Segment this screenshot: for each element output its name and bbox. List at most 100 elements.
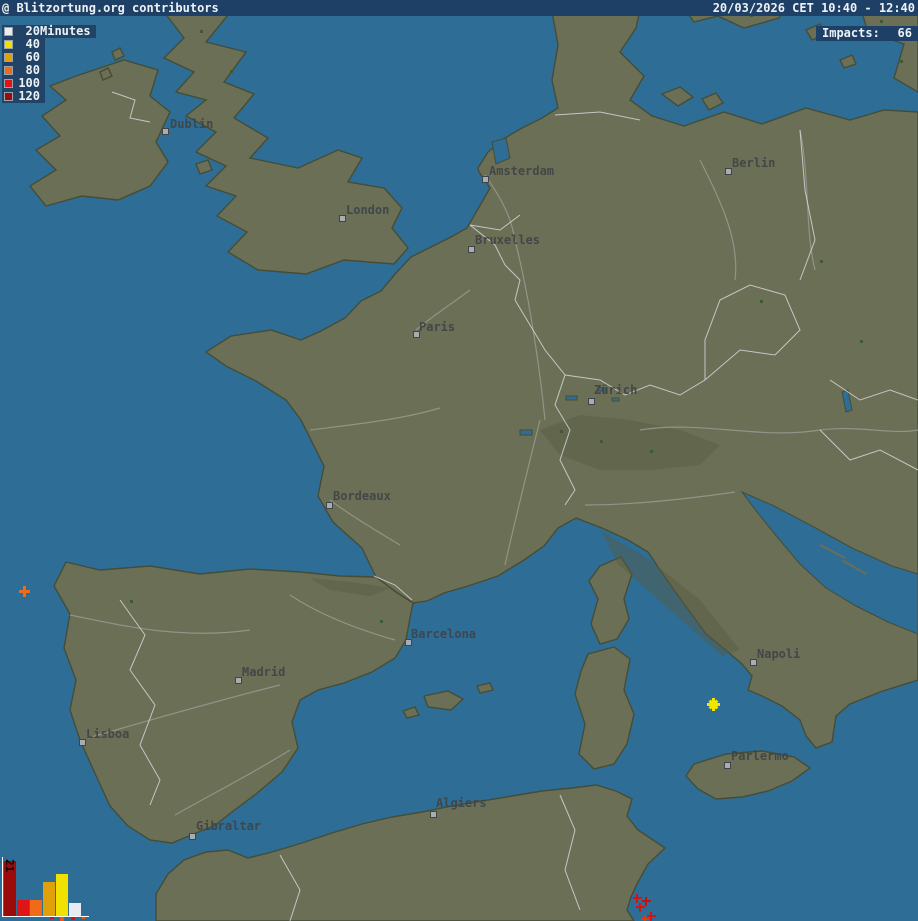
sardinia <box>574 646 635 770</box>
city-label-napoli: Napoli <box>757 647 801 661</box>
lake-geneva <box>519 429 533 436</box>
attribution-text: @ Blitzortung.org contributors <box>2 1 219 15</box>
lightning-strike-icon <box>706 697 720 711</box>
impacts-counter: Impacts: 66 <box>816 26 918 41</box>
age-legend: 20 Minutes 40 60 80 100 120 <box>2 25 96 103</box>
lightning-strike-icon <box>50 915 54 919</box>
baltic-island <box>839 54 857 69</box>
legend-swatch-icon <box>4 91 13 101</box>
city-marker-algiers <box>430 811 437 818</box>
city-marker-paris <box>413 331 420 338</box>
alpine-lake <box>565 395 578 401</box>
ijsselmeer-lake <box>491 137 511 165</box>
impacts-value: 66 <box>897 26 912 40</box>
city-marker-bordeaux <box>326 502 333 509</box>
city-label-london: London <box>346 203 390 217</box>
lightning-strike-icon <box>635 902 645 912</box>
mallorca <box>423 690 465 711</box>
city-label-barcelona: Barcelona <box>411 627 477 641</box>
country-borders <box>111 91 918 921</box>
alps-relief <box>540 415 720 470</box>
legend-minutes: 40 <box>25 37 40 51</box>
legend-row-120: 120 <box>2 90 45 103</box>
city-label-parlermo: Parlermo <box>731 749 789 763</box>
legend-row-60: 60 <box>2 51 45 64</box>
lightning-strike-icon <box>632 893 642 903</box>
north-africa <box>155 784 667 921</box>
legend-unit-label: Minutes <box>40 24 91 38</box>
histogram-bar-60min <box>43 882 55 916</box>
city-marker-dublin <box>162 128 169 135</box>
city-label-dublin: Dublin <box>170 117 214 131</box>
pyrenees-relief <box>310 578 390 596</box>
city-label-paris: Paris <box>419 320 456 334</box>
menorca <box>476 682 494 694</box>
city-label-lisboa: Lisboa <box>86 727 130 741</box>
city-marker-barcelona <box>405 639 412 646</box>
city-marker-lisboa <box>79 739 86 746</box>
legend-swatch-icon <box>4 26 13 36</box>
city-label-bordeaux: Bordeaux <box>333 489 391 503</box>
ireland <box>28 59 171 207</box>
alpine-lake <box>597 387 607 392</box>
legend-minutes: 100 <box>18 76 40 90</box>
legend-swatch-icon <box>4 39 13 49</box>
corsica <box>588 556 633 645</box>
city-marker-zürich <box>588 398 595 405</box>
city-label-bruxelles: Bruxelles <box>475 233 541 247</box>
city-marker-napoli <box>750 659 757 666</box>
city-label-berlin: Berlin <box>732 156 776 170</box>
legend-swatch-icon <box>4 52 13 62</box>
lightning-strike-icon <box>18 585 30 597</box>
histogram-bar-100min <box>17 900 29 916</box>
hebrides <box>99 67 113 81</box>
histogram-axes <box>2 857 89 917</box>
legend-minutes: 20 <box>25 24 40 38</box>
legend-minutes: 120 <box>18 89 40 103</box>
city-label-algiers: Algiers <box>436 796 487 810</box>
apennines-relief <box>600 530 740 656</box>
mainland-europe <box>204 0 918 749</box>
lightning-strike-icon <box>81 915 85 919</box>
great-britain <box>156 0 409 275</box>
legend-minutes: 60 <box>25 50 40 64</box>
legend-row-40: 40 <box>2 38 45 51</box>
lightning-strike-icon <box>641 896 651 906</box>
adriatic-island <box>841 559 867 575</box>
legend-row-80: 80 <box>2 64 45 77</box>
adriatic-island <box>819 544 846 559</box>
legend-swatch-icon <box>4 65 13 75</box>
strike-histogram: 21 <box>2 857 94 917</box>
lightning-strike-icon <box>60 917 64 921</box>
city-marker-madrid <box>235 677 242 684</box>
histogram-max-value-label: 21 <box>3 859 16 873</box>
isle-of-man <box>195 159 213 175</box>
city-marker-london <box>339 215 346 222</box>
time-range-text: 20/03/2026 CET 10:40 - 12:40 <box>712 1 915 15</box>
adriatic-sea <box>740 490 918 635</box>
forest-speckles <box>130 8 903 623</box>
ibiza <box>401 706 421 719</box>
lightning-strike-icon <box>641 915 649 921</box>
legend-row-100: 100 <box>2 77 45 90</box>
impacts-label: Impacts: <box>822 26 880 40</box>
histogram-bar-80min <box>30 900 42 916</box>
lightning-strike-icon <box>71 916 75 920</box>
legend-swatch-icon <box>4 78 13 88</box>
city-marker-parlermo <box>724 762 731 769</box>
city-marker-gibraltar <box>189 833 196 840</box>
city-label-madrid: Madrid <box>242 665 286 679</box>
city-marker-amsterdam <box>482 176 489 183</box>
hebrides <box>111 47 125 61</box>
histogram-bar-40min <box>56 874 68 916</box>
lightning-strike-icon <box>646 911 656 921</box>
iberian-peninsula <box>53 561 414 844</box>
sicily <box>685 750 812 800</box>
alpine-lake <box>611 397 620 402</box>
histogram-bar-20min <box>69 903 81 916</box>
legend-row-20: 20 Minutes <box>2 25 96 38</box>
city-label-zürich: Zürich <box>594 383 638 397</box>
city-label-gibraltar: Gibraltar <box>196 819 262 833</box>
city-marker-berlin <box>725 168 732 175</box>
